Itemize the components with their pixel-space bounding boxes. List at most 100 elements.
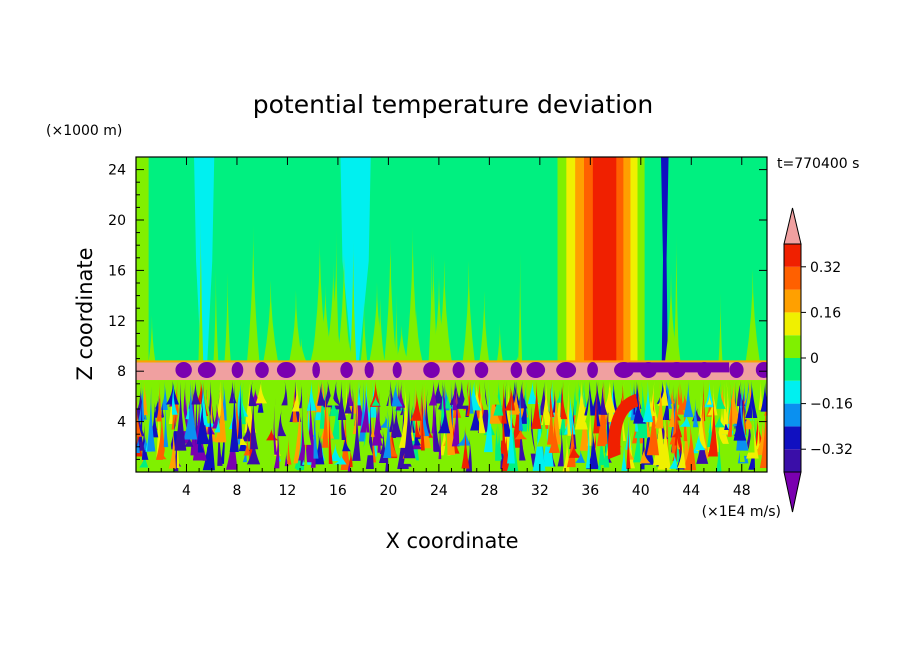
turbulent-eddy (555, 388, 567, 430)
turbulent-eddy (736, 380, 746, 407)
updraft-streak (224, 272, 231, 364)
turbulent-eddy (671, 387, 676, 404)
turbulent-eddy (574, 380, 582, 406)
turbulent-eddy (303, 429, 309, 472)
x-tick-label: 12 (279, 483, 297, 499)
turbulent-eddy (437, 405, 451, 434)
turbulent-eddy (707, 412, 716, 447)
turbulent-eddy (724, 419, 730, 431)
turbulent-eddy (154, 397, 164, 418)
chart-title: potential temperature deviation (253, 90, 653, 119)
x-tick-label: 16 (329, 483, 347, 499)
cyan-plume (340, 157, 371, 365)
turbulent-eddy (386, 380, 396, 428)
turbulent-eddy (748, 433, 756, 470)
turbulent-eddy (350, 380, 354, 420)
turbulent-eddy (183, 380, 198, 440)
downdraft-cap (474, 361, 489, 378)
turbulent-eddy (237, 380, 243, 439)
turbulent-eddy (162, 406, 174, 464)
turbulent-eddy (377, 389, 381, 453)
turbulent-eddy (369, 380, 381, 407)
turbulent-eddy (679, 413, 691, 427)
turbulent-eddy (461, 425, 470, 469)
downdraft-cap (392, 361, 402, 378)
turbulent-eddy (138, 380, 145, 422)
turbulent-eddy (567, 380, 572, 436)
turbulent-eddy (403, 390, 416, 459)
colorbar-segment (784, 289, 801, 313)
colorbar-tick-label: −0.16 (810, 397, 853, 413)
downdraft-cap (231, 361, 244, 378)
turbulent-eddy (250, 390, 259, 450)
y-tick-label: 4 (117, 415, 126, 431)
turbulent-eddy (501, 380, 507, 424)
turbulent-eddy (197, 428, 205, 453)
updraft-streak (311, 238, 329, 364)
turbulent-eddy (428, 380, 437, 406)
turbulent-eddy (176, 411, 180, 468)
turbulent-eddy (146, 382, 155, 412)
cold-column (660, 157, 669, 362)
turbulent-eddy (235, 380, 249, 417)
colorbar-segment (784, 266, 801, 290)
turbulent-eddy (183, 380, 189, 424)
downdraft-cap (340, 361, 353, 378)
turbulent-eddy (410, 389, 422, 421)
turbulent-eddy (284, 451, 289, 467)
turbulent-eddy (674, 405, 680, 446)
turbulent-eddy (676, 415, 681, 463)
turbulent-eddy (243, 436, 250, 456)
turbulent-eddy (706, 394, 712, 405)
contour-field (136, 157, 767, 472)
turbulent-eddy (352, 404, 361, 461)
x-tick-label: 8 (232, 483, 241, 499)
turbulent-eddy (584, 380, 596, 416)
turbulent-eddy (733, 394, 747, 441)
turbulent-eddy (683, 380, 694, 418)
turbulent-eddy (745, 380, 758, 418)
turbulent-eddy (501, 432, 514, 472)
updraft-streak (288, 290, 303, 364)
turbulent-eddy (191, 380, 201, 405)
turbulent-eddy (441, 380, 448, 431)
turbulent-eddy (585, 416, 591, 469)
turbulent-eddy (372, 410, 377, 463)
y-tick-label: 12 (108, 314, 126, 330)
turbulent-eddy (564, 393, 576, 435)
turbulent-eddy (202, 413, 215, 427)
y-tick-label: 24 (108, 163, 126, 179)
downdraft-cap (197, 361, 216, 378)
turbulent-eddy (388, 397, 394, 433)
updraft-streak (375, 298, 385, 364)
downdraft-cap (452, 361, 465, 378)
colorbar-segment (784, 380, 801, 404)
turbulent-eddy (707, 392, 718, 416)
turbulent-eddy (238, 434, 251, 452)
turbulent-eddy (557, 423, 564, 467)
downdraft-cap (276, 361, 296, 378)
turbulent-eddy (667, 380, 673, 409)
turbulent-eddy (328, 443, 342, 462)
turbulent-eddy (568, 443, 582, 458)
turbulent-eddy (321, 384, 329, 448)
y-axis: 4 8 12 16 20 24 (108, 163, 767, 460)
turbulent-eddy (156, 386, 162, 458)
turbulent-eddy (244, 380, 257, 433)
turbulent-eddy (185, 397, 190, 420)
turbulent-eddy (367, 380, 377, 418)
turbulent-eddy (248, 380, 258, 407)
turbulent-eddy (677, 437, 686, 469)
turbulent-eddy (504, 383, 516, 411)
turbulent-eddy (654, 380, 664, 429)
turbulent-eddy (531, 380, 542, 429)
turbulent-eddy (317, 380, 327, 406)
turbulent-eddy (585, 380, 591, 423)
turbulent-eddy (634, 380, 649, 439)
x-tick-label: 48 (733, 483, 751, 499)
downdraft-cap (526, 361, 546, 378)
colorbar-under-arrow (783, 471, 802, 513)
colorbar-tick-label: 0 (810, 351, 819, 367)
turbulent-eddy (562, 432, 570, 472)
turbulent-eddy (518, 380, 524, 431)
